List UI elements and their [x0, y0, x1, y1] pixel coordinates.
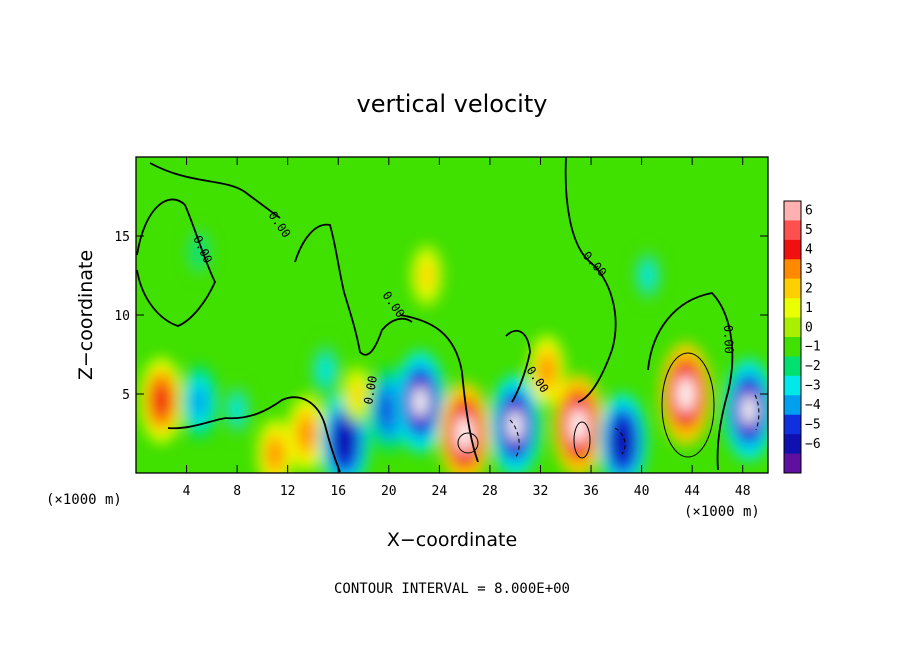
colorbar-swatch	[784, 375, 801, 396]
x-tick-label: 48	[735, 484, 751, 499]
zero-contour-tower	[564, 157, 617, 403]
x-tick-label: 24	[432, 484, 448, 499]
x-unit-label-left: (×1000 m)	[46, 492, 122, 508]
colorbar-swatch	[784, 259, 801, 280]
colorbar-tick-label: −6	[805, 437, 821, 452]
inner-contour-26	[457, 432, 479, 454]
inner-contour-35	[573, 421, 591, 459]
colorbar-tick-label: 4	[805, 243, 813, 258]
contour-interval-note: CONTOUR INTERVAL = 8.000E+00	[334, 581, 570, 597]
x-axis-ticks: 4 8 12 16 20 24 28 32 36 40 44 48	[183, 157, 751, 499]
velocity-cell	[152, 383, 170, 418]
y-axis-label: Z−coordinate	[75, 250, 97, 380]
velocity-field	[139, 225, 768, 473]
x-tick-label: 4	[183, 484, 191, 499]
colorbar-tick-label: 0	[805, 320, 813, 335]
x-tick-label: 28	[482, 484, 498, 499]
colorbar-swatch	[784, 395, 801, 416]
velocity-core	[571, 410, 586, 441]
y-axis-ticks: 5 10 15	[114, 230, 768, 403]
contour-label: 0.00	[721, 325, 736, 354]
colorbar-swatch	[784, 220, 801, 241]
x-tick-label: 16	[330, 484, 346, 499]
x-tick-label: 12	[280, 484, 296, 499]
x-unit-label-right: (×1000 m)	[684, 504, 760, 520]
zero-contour-center	[399, 314, 479, 463]
colorbar-swatch	[784, 356, 801, 377]
velocity-core	[741, 394, 757, 426]
velocity-cell	[420, 262, 434, 289]
y-tick-label: 5	[122, 388, 130, 403]
x-tick-label: 8	[233, 484, 241, 499]
velocity-core	[678, 378, 694, 410]
zero-contour-mid	[294, 223, 413, 356]
colorbar-tick-label: −5	[805, 417, 821, 432]
zero-contour-top	[149, 162, 281, 219]
colorbar-tick-label: −2	[805, 359, 821, 374]
chart-title: vertical velocity	[357, 90, 548, 118]
velocity-cell	[191, 387, 207, 417]
dashed-contour-48	[754, 394, 760, 431]
colorbar-tick-label: 2	[805, 281, 813, 296]
colorbar-swatch	[784, 278, 801, 299]
velocity-cell	[334, 422, 355, 461]
x-tick-label: 32	[533, 484, 549, 499]
velocity-cell	[641, 263, 654, 288]
x-axis-label: X−coordinate	[387, 529, 517, 551]
x-tick-label: 44	[684, 484, 700, 499]
velocity-cell	[267, 440, 283, 468]
contour-label: 0.00	[361, 375, 380, 406]
colorbar-swatch	[784, 434, 801, 455]
colorbar-tick-label: 6	[805, 204, 813, 219]
colorbar-tick-label: 3	[805, 262, 813, 277]
x-tick-label: 40	[634, 484, 650, 499]
colorbar: 6 5 4 3 2 1 0 −1 −2 −3 −4 −5 −6	[783, 200, 821, 474]
zero-contour-small	[505, 329, 531, 403]
velocity-cell	[539, 356, 554, 385]
x-tick-label: 20	[381, 484, 397, 499]
zero-contour-left	[136, 198, 216, 327]
zero-contour-low-left	[167, 396, 341, 473]
colorbar-swatch	[784, 337, 801, 357]
inner-contour-44	[661, 352, 715, 458]
velocity-cell	[612, 422, 633, 461]
zero-contour-right	[647, 292, 734, 471]
colorbar-swatch	[784, 298, 801, 319]
colorbar-tick-label: 5	[805, 223, 813, 238]
velocity-cell	[299, 418, 315, 449]
colorbar-swatch	[784, 414, 801, 435]
y-tick-label: 15	[114, 230, 130, 245]
velocity-cell	[193, 241, 205, 263]
velocity-core	[508, 410, 523, 441]
zero-contours	[136, 157, 734, 473]
velocity-cell	[380, 392, 398, 427]
velocity-cell	[351, 382, 364, 406]
velocity-cell	[231, 398, 244, 422]
velocity-core	[413, 386, 428, 418]
colorbar-tick-label: −1	[805, 340, 821, 355]
y-tick-label: 10	[114, 309, 130, 324]
plot-area	[136, 157, 768, 473]
x-tick-label: 36	[583, 484, 599, 499]
dashed-contour-38	[614, 427, 626, 455]
colorbar-tick-label: −4	[805, 398, 821, 413]
colorbar-swatch	[784, 239, 801, 260]
colorbar-swatch	[784, 317, 801, 338]
colorbar-swatch	[784, 453, 801, 474]
colorbar-tick-label: −3	[805, 379, 821, 394]
colorbar-frame	[783, 200, 802, 474]
colorbar-tick-label: 1	[805, 301, 813, 316]
velocity-cell	[319, 357, 333, 383]
dashed-contour-30	[509, 419, 520, 459]
inner-contours	[457, 352, 760, 459]
colorbar-swatch	[784, 201, 801, 221]
